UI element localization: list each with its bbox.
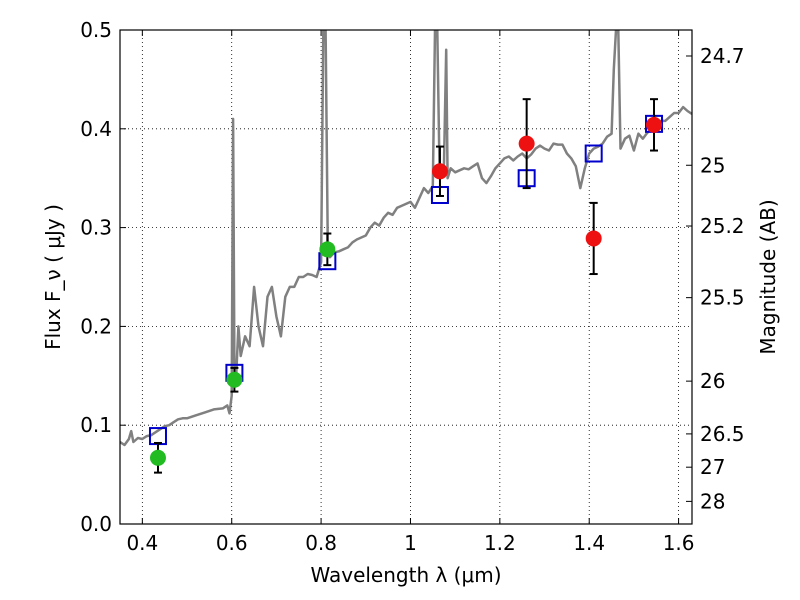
x-tick-label: 1.4: [573, 531, 605, 555]
model-spectrum-line: [120, 30, 692, 447]
x-axis-label: Wavelength λ (μm): [310, 563, 501, 587]
grid-lines: [120, 29, 692, 525]
right-tick-label: 25: [700, 153, 725, 177]
model-photometry-square: [584, 144, 603, 163]
model-spectrum-layer: [120, 30, 692, 447]
photometry-point: [149, 449, 166, 466]
y-axis-label-right: Magnitude (AB): [756, 199, 780, 354]
y-tick-label: 0.4: [80, 117, 112, 141]
photometry-point: [226, 371, 243, 388]
right-tick-label: 27: [700, 455, 725, 479]
photometry-point: [585, 230, 602, 247]
x-tick-label: 1.2: [484, 531, 516, 555]
y-axis-label-left: Flux F_ν ( μJy ): [41, 204, 65, 350]
y-tick-label: 0.2: [80, 314, 112, 338]
plot-frame: [119, 29, 693, 525]
data-points-layer: [148, 98, 664, 474]
x-tick-label: 0.6: [216, 531, 248, 555]
y-tick-label: 0.3: [80, 216, 112, 240]
x-tick-label: 0.4: [126, 531, 158, 555]
x-tick-label: 0.8: [305, 531, 337, 555]
right-tick-label: 26.5: [700, 422, 745, 446]
y-tick-label: 0.5: [80, 18, 112, 42]
photometry-point: [431, 163, 448, 180]
photometry-point: [319, 241, 336, 258]
right-tick-label: 25.2: [700, 214, 745, 238]
x-tick-label: 1: [404, 531, 417, 555]
right-tick-label: 28: [700, 489, 725, 513]
right-tick-label: 26: [700, 369, 725, 393]
axis-ticks: 0.4 0.6 0.8 1 1.2 1.4 1.6 0.0 0.1 0.2 0.3 0.4 0.5 24.…: [80, 18, 744, 555]
y-tick-label: 0.1: [80, 413, 112, 437]
y-tick-label: 0.0: [80, 512, 112, 536]
right-tick-label: 24.7: [700, 44, 745, 68]
photometry-point: [518, 135, 535, 152]
x-tick-label: 1.6: [663, 531, 695, 555]
photometry-point: [646, 116, 663, 133]
right-tick-label: 25.5: [700, 286, 745, 310]
